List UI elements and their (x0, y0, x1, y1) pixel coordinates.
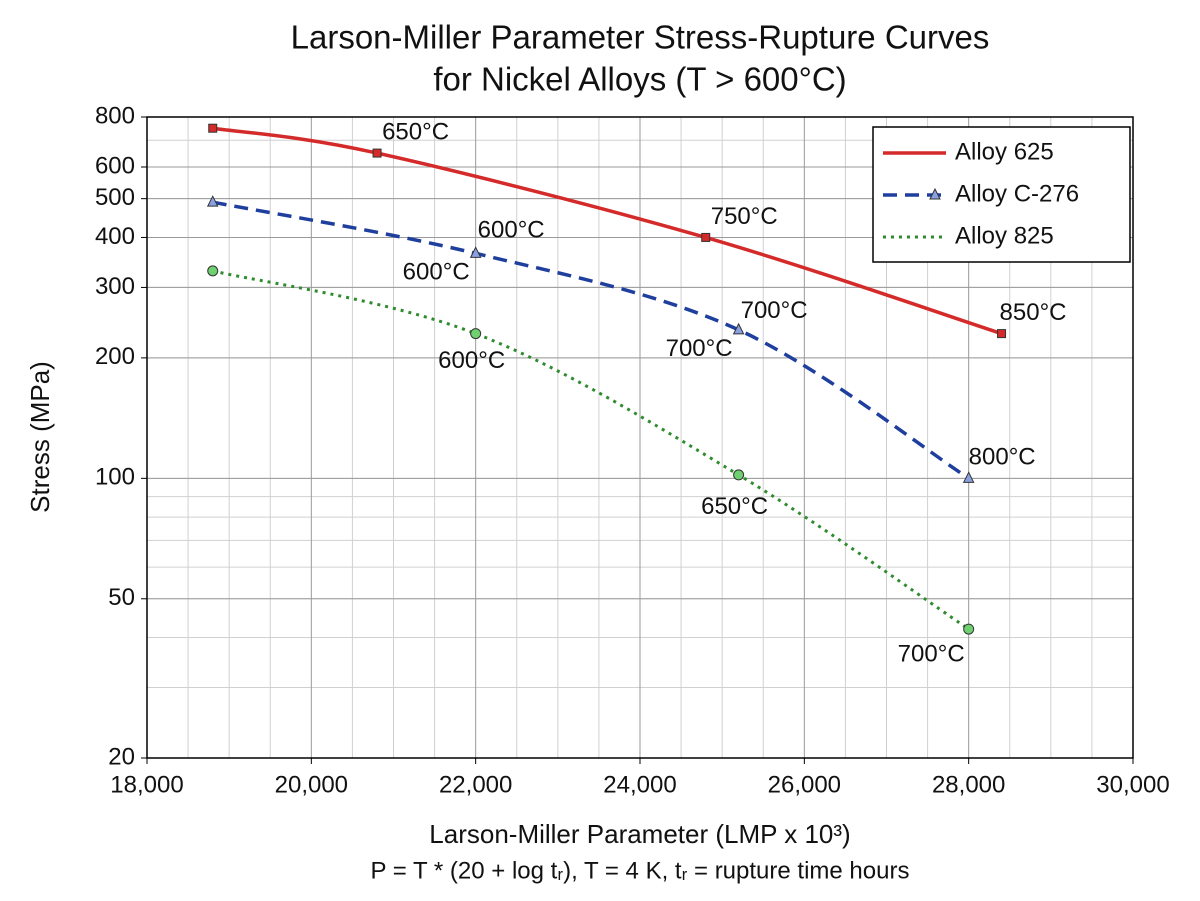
marker (962, 471, 975, 483)
y-tick-label: 500 (95, 184, 135, 211)
marker (206, 195, 219, 207)
y-tick-label: 50 (108, 584, 135, 611)
marker (701, 232, 711, 242)
x-tick-label: 26,000 (768, 771, 841, 798)
annotation: 700°C (898, 640, 965, 667)
y-tick-label: 800 (95, 102, 135, 129)
annotation: 600°C (403, 259, 470, 286)
x-tick-label: 22,000 (439, 771, 512, 798)
marker (372, 148, 382, 158)
x-tick-label: 24,000 (603, 771, 676, 798)
legend-label: Alloy 625 (955, 138, 1054, 165)
marker (963, 623, 975, 635)
annotation: 650°C (701, 493, 768, 520)
annotation: 600°C (478, 217, 545, 244)
subtitle: P = T * (20 + log tᵣ), T = 4 K, tᵣ = rup… (371, 857, 910, 884)
marker (733, 469, 745, 481)
marker (470, 328, 482, 340)
y-tick-label: 100 (95, 464, 135, 491)
y-tick-label: 200 (95, 343, 135, 370)
annotation: 600°C (438, 347, 505, 374)
annotation: 700°C (741, 297, 808, 324)
marker (732, 322, 745, 335)
series-line (212, 269, 970, 631)
marker (929, 187, 941, 200)
y-tick-label: 600 (95, 152, 135, 179)
marker (207, 265, 219, 277)
chart-title: for Nickel Alloys (T > 600°C) (433, 61, 846, 98)
y-axis-label: Stress (MPa) (25, 361, 55, 513)
y-tick-label: 300 (95, 273, 135, 300)
annotation: 850°C (1000, 299, 1067, 326)
y-tick-label: 400 (95, 223, 135, 250)
x-tick-label: 28,000 (932, 771, 1005, 798)
chart-title: Larson-Miller Parameter Stress-Rupture C… (291, 19, 990, 56)
annotation: 650°C (382, 118, 449, 145)
legend-label: Alloy C-276 (955, 180, 1079, 207)
marker (208, 123, 218, 133)
x-tick-label: 18,000 (110, 771, 183, 798)
series-line (212, 200, 970, 480)
marker (997, 329, 1007, 339)
annotation: 800°C (969, 444, 1036, 471)
x-tick-label: 20,000 (275, 771, 348, 798)
plot-frame (146, 116, 1134, 759)
series-line (212, 126, 1003, 336)
x-axis-label: Larson-Miller Parameter (LMP x 10³) (429, 819, 850, 849)
annotation: 700°C (666, 335, 733, 362)
x-tick-label: 30,000 (1096, 771, 1169, 798)
y-tick-label: 20 (108, 743, 135, 770)
annotation: 750°C (711, 203, 778, 230)
marker (469, 246, 482, 258)
legend-label: Alloy 825 (955, 222, 1054, 249)
